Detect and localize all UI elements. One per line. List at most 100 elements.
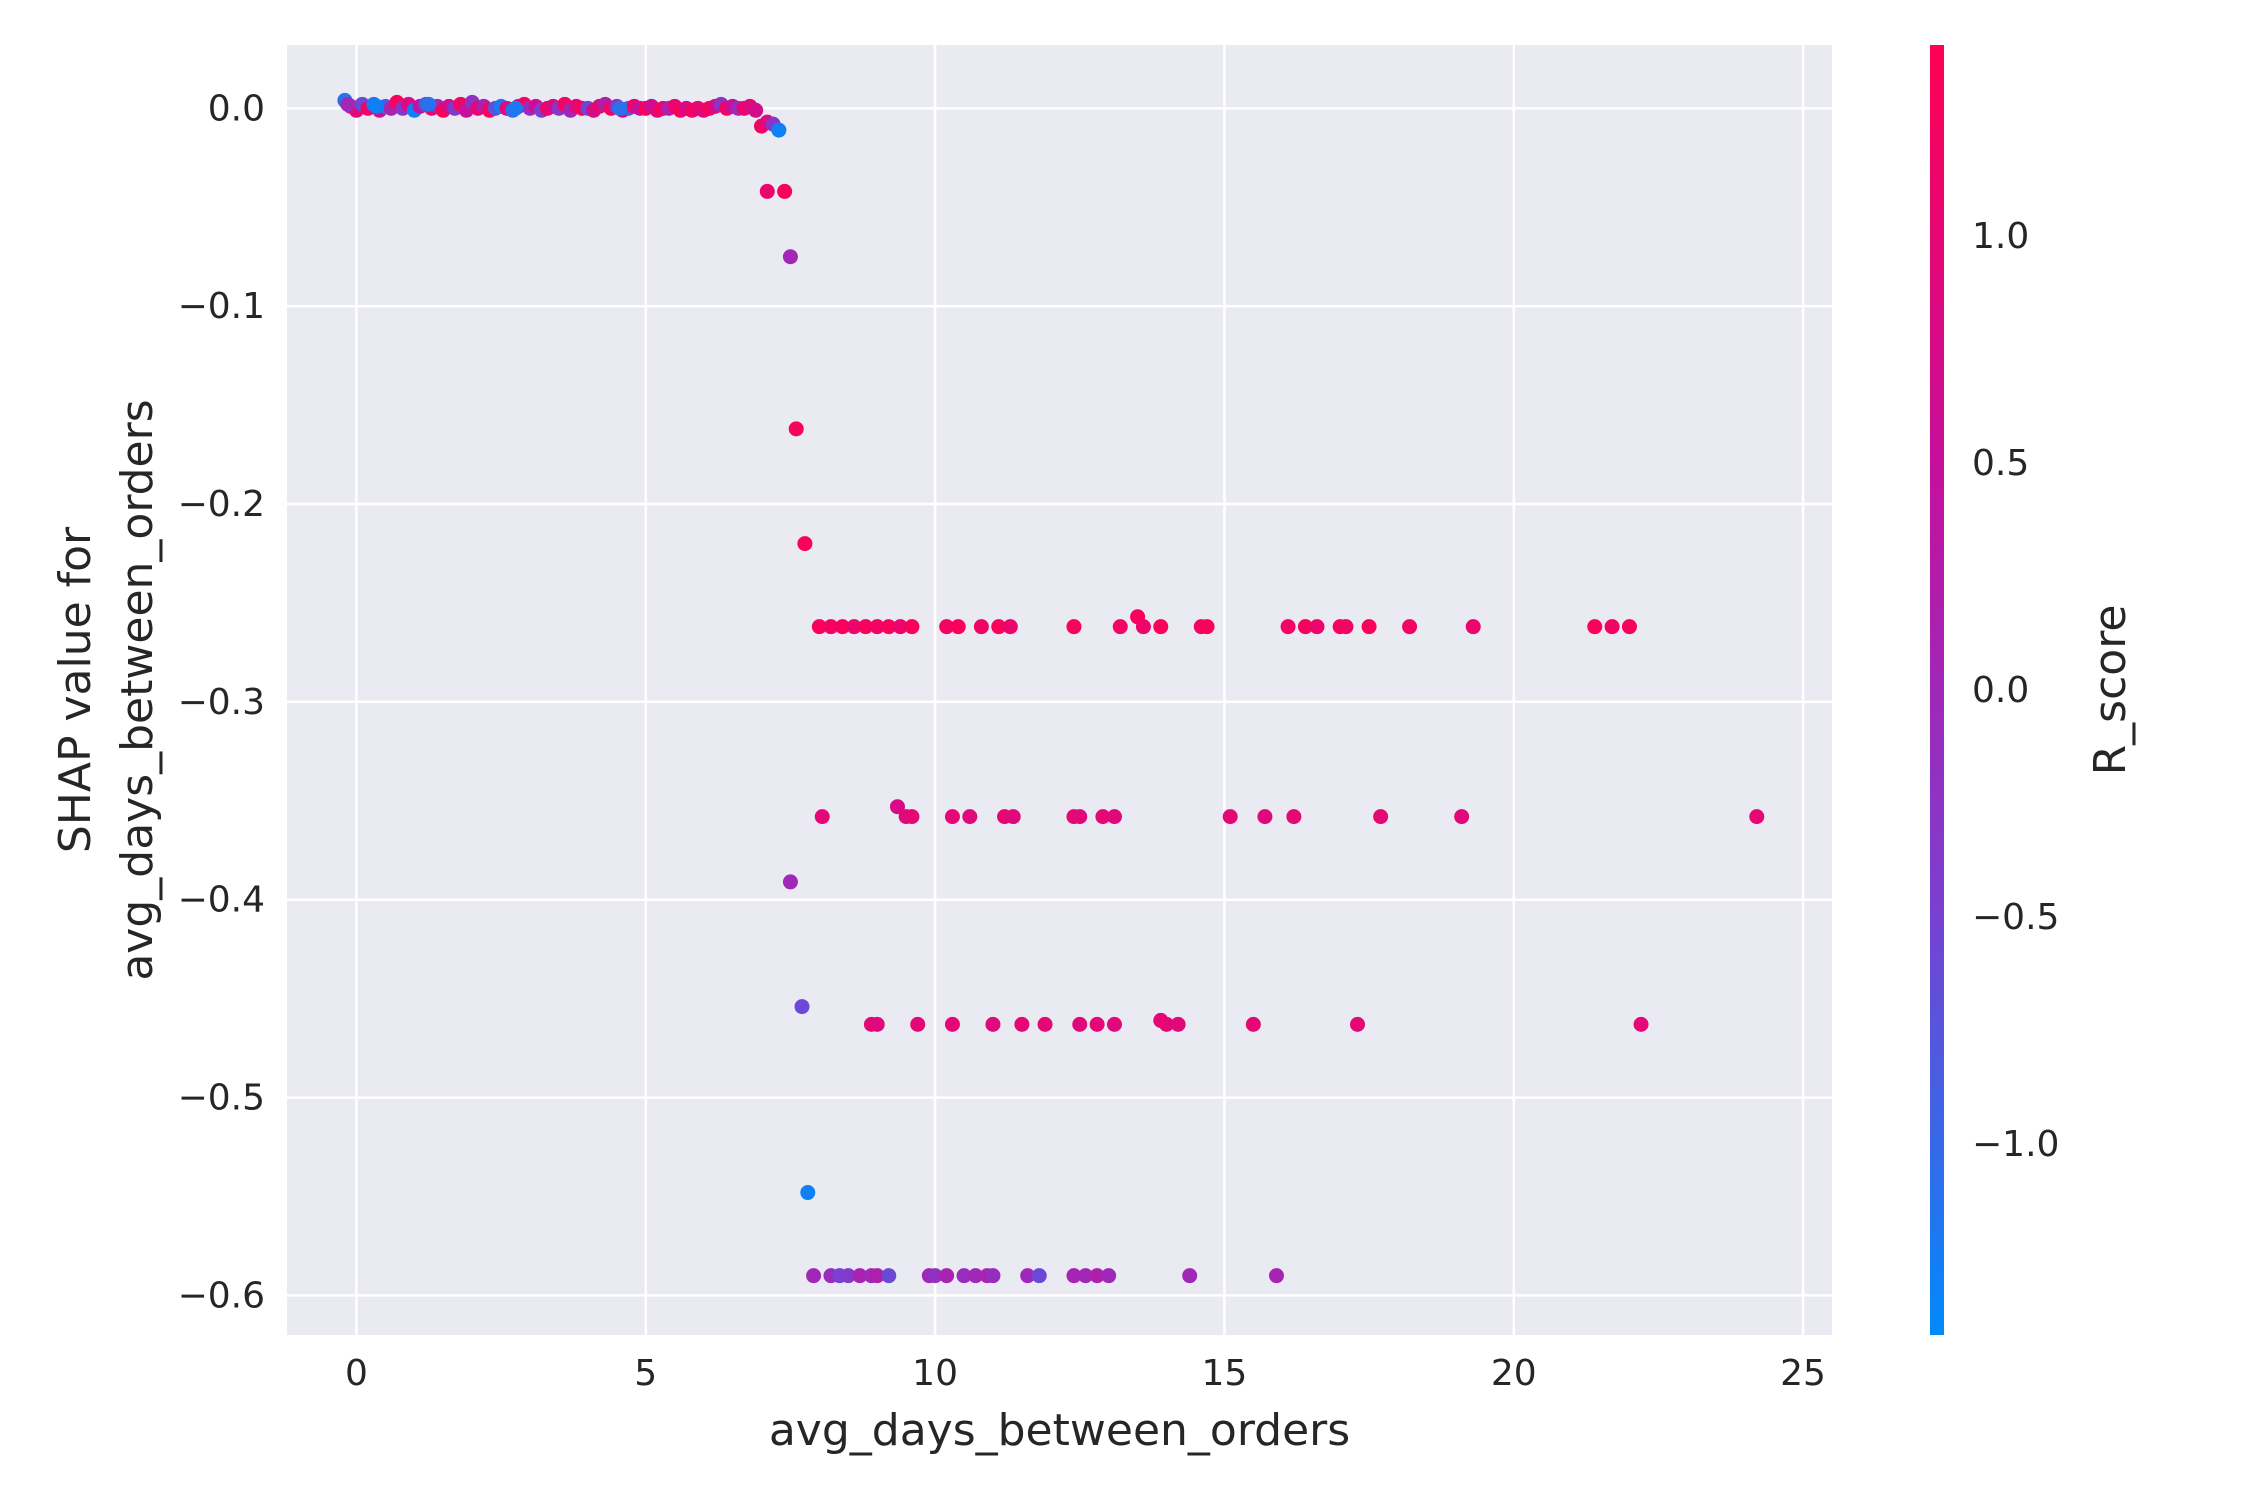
- y-axis-ticks: 0.0 −0.1 −0.2 −0.3 −0.4 −0.5 −0.6: [178, 88, 265, 1316]
- scatter-point: [1089, 1016, 1105, 1032]
- scatter-point: [869, 1016, 885, 1032]
- y-axis-label-line-1: SHAP value for: [50, 526, 101, 853]
- scatter-point: [369, 98, 385, 114]
- scatter-point: [1373, 809, 1389, 825]
- scatter-point: [1078, 1268, 1094, 1284]
- scatter-point: [985, 1268, 1001, 1284]
- x-tick-label: 10: [912, 1353, 958, 1394]
- scatter-point: [1101, 1268, 1117, 1284]
- scatter-point: [814, 809, 830, 825]
- scatter-point: [962, 809, 978, 825]
- scatter-point: [1182, 1268, 1198, 1284]
- scatter-point: [910, 1016, 926, 1032]
- scatter-point: [1072, 809, 1088, 825]
- scatter-point: [973, 619, 989, 635]
- x-tick-label: 5: [634, 1353, 657, 1394]
- y-axis-label: SHAP value for avg_days_between_orders: [50, 399, 163, 980]
- scatter-point: [869, 619, 885, 635]
- y-tick-label: −0.6: [178, 1275, 265, 1316]
- scatter-point: [939, 619, 955, 635]
- scatter-point: [421, 96, 437, 112]
- scatter-point: [1020, 1268, 1036, 1284]
- scatter-point: [881, 1268, 897, 1284]
- scatter-point: [823, 619, 839, 635]
- scatter-point: [1089, 1268, 1105, 1284]
- colorbar-ticks: 1.0 0.5 0.0 −0.5 −1.0: [1972, 216, 2059, 1165]
- x-tick-label: 20: [1491, 1353, 1537, 1394]
- scatter-point: [927, 1268, 943, 1284]
- scatter-point: [1633, 1016, 1649, 1032]
- scatter-point: [1587, 619, 1603, 635]
- scatter-point: [797, 536, 813, 552]
- scatter-point: [340, 96, 356, 112]
- scatter-point: [1106, 1016, 1122, 1032]
- scatter-point: [1106, 809, 1122, 825]
- y-tick-label: −0.3: [178, 682, 265, 723]
- scatter-point: [1361, 619, 1377, 635]
- y-axis-label-line-2: avg_days_between_orders: [112, 399, 163, 980]
- scatter-point: [950, 619, 966, 635]
- scatter-point: [759, 183, 775, 199]
- y-tick-label: −0.1: [178, 286, 265, 327]
- scatter-point: [1338, 619, 1354, 635]
- scatter-point: [1014, 1016, 1030, 1032]
- scatter-point: [1621, 619, 1637, 635]
- scatter-point: [1286, 809, 1302, 825]
- scatter-point: [782, 874, 798, 890]
- scatter-point: [1170, 1016, 1186, 1032]
- colorbar-tick-label: 1.0: [1972, 216, 2029, 257]
- y-tick-label: −0.2: [178, 484, 265, 525]
- scatter-point: [852, 1268, 868, 1284]
- x-axis-ticks: 0 5 10 15 20 25: [345, 1353, 1826, 1394]
- scatter-point: [811, 619, 827, 635]
- scatter-point: [1153, 619, 1169, 635]
- scatter-point: [944, 1016, 960, 1032]
- scatter-point: [1135, 619, 1151, 635]
- scatter-point: [1002, 619, 1018, 635]
- plot-area: [287, 45, 1832, 1335]
- scatter-point: [1465, 619, 1481, 635]
- scatter-point: [846, 619, 862, 635]
- scatter-point: [889, 799, 905, 815]
- scatter-point: [1402, 619, 1418, 635]
- x-tick-label: 15: [1202, 1353, 1248, 1394]
- scatter-point: [1222, 809, 1238, 825]
- scatter-point: [788, 421, 804, 437]
- scatter-point: [1031, 1268, 1047, 1284]
- scatter-point: [1159, 1016, 1175, 1032]
- colorbar: [1930, 45, 1944, 1335]
- scatter-point: [1257, 809, 1273, 825]
- colorbar-tick-label: −0.5: [1972, 897, 2059, 938]
- scatter-point: [840, 1268, 856, 1284]
- scatter-point: [1005, 809, 1021, 825]
- colorbar-tick-label: 0.0: [1972, 670, 2029, 711]
- scatter-point: [806, 1268, 822, 1284]
- scatter-point: [991, 619, 1007, 635]
- scatter-point: [1112, 619, 1128, 635]
- scatter-point: [1309, 619, 1325, 635]
- scatter-point: [1066, 1268, 1082, 1284]
- scatter-point: [1350, 1016, 1366, 1032]
- scatter-point: [1268, 1268, 1284, 1284]
- x-tick-label: 25: [1780, 1353, 1826, 1394]
- scatter-point: [881, 619, 897, 635]
- scatter-point: [869, 1268, 885, 1284]
- scatter-point: [1037, 1016, 1053, 1032]
- x-axis-label: avg_days_between_orders: [769, 1405, 1350, 1456]
- scatter-point: [800, 1185, 816, 1201]
- scatter-point: [835, 619, 851, 635]
- scatter-point: [1280, 619, 1296, 635]
- scatter-point: [782, 249, 798, 265]
- scatter-point: [985, 1016, 1001, 1032]
- grid-lines: [287, 45, 1832, 1335]
- scatter-point: [748, 102, 764, 118]
- scatter-point: [858, 619, 874, 635]
- scatter-point: [1245, 1016, 1261, 1032]
- y-tick-label: −0.5: [178, 1078, 265, 1119]
- scatter-point: [794, 999, 810, 1015]
- scatter-point: [968, 1268, 984, 1284]
- scatter-point: [1095, 809, 1111, 825]
- scatter-point: [956, 1268, 972, 1284]
